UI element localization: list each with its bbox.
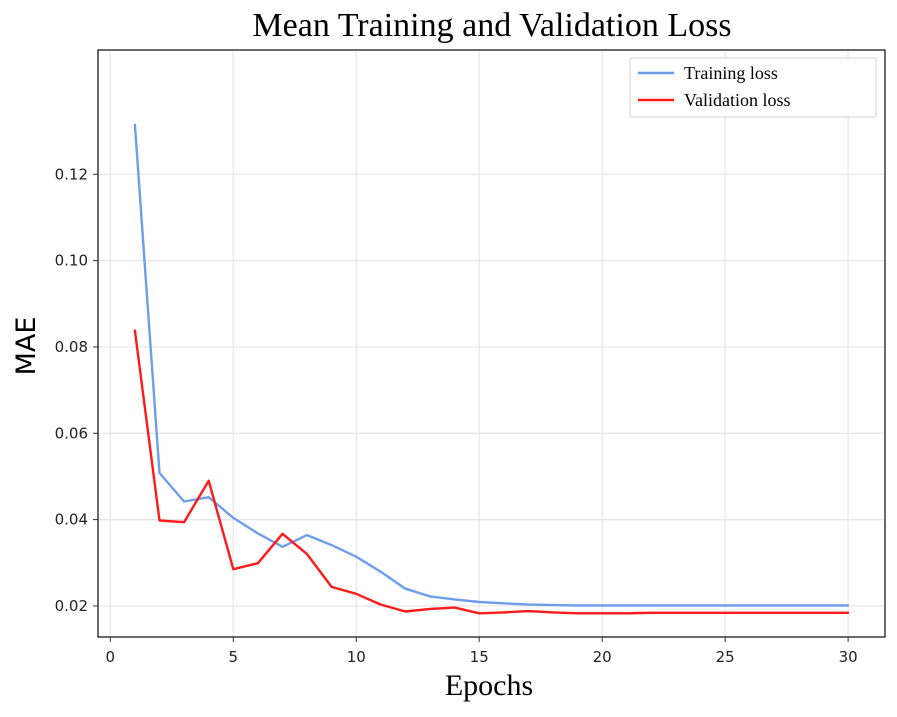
y-axis-label: MAE (11, 317, 42, 376)
legend-box (629, 57, 877, 118)
x-tick-label: 25 (716, 648, 735, 666)
x-axis-label: Epochs (445, 669, 533, 702)
y-tick-label: 0.04 (55, 511, 88, 529)
x-tick-label: 15 (470, 648, 489, 666)
y-tick-label: 0.02 (55, 597, 88, 615)
grid (98, 50, 885, 637)
plot-area-frame (97, 49, 886, 638)
y-tick-label: 0.06 (55, 424, 88, 442)
y-tick-label: 0.08 (55, 338, 88, 356)
legend: Training loss Validation loss (629, 57, 877, 118)
y-tick-label: 0.12 (55, 165, 88, 183)
series-lines (133, 123, 850, 615)
x-tick-label: 10 (347, 648, 366, 666)
chart-title: Mean Training and Validation Loss (252, 7, 731, 44)
y-tick-label: 0.10 (55, 252, 88, 270)
legend-label-training-loss: Training loss (684, 63, 778, 83)
axis-ticks: 0 5 10 15 20 25 30 0.02 0.04 0.06 0.08 0.10 0.12 (55, 165, 858, 666)
series-line-training-loss (133, 123, 850, 607)
x-tick-label: 0 (106, 648, 116, 666)
legend-label-validation-loss: Validation loss (684, 90, 791, 110)
x-tick-label: 5 (228, 648, 238, 666)
series-line-validation-loss (133, 329, 850, 615)
x-tick-label: 30 (839, 648, 858, 666)
x-tick-label: 20 (593, 648, 612, 666)
